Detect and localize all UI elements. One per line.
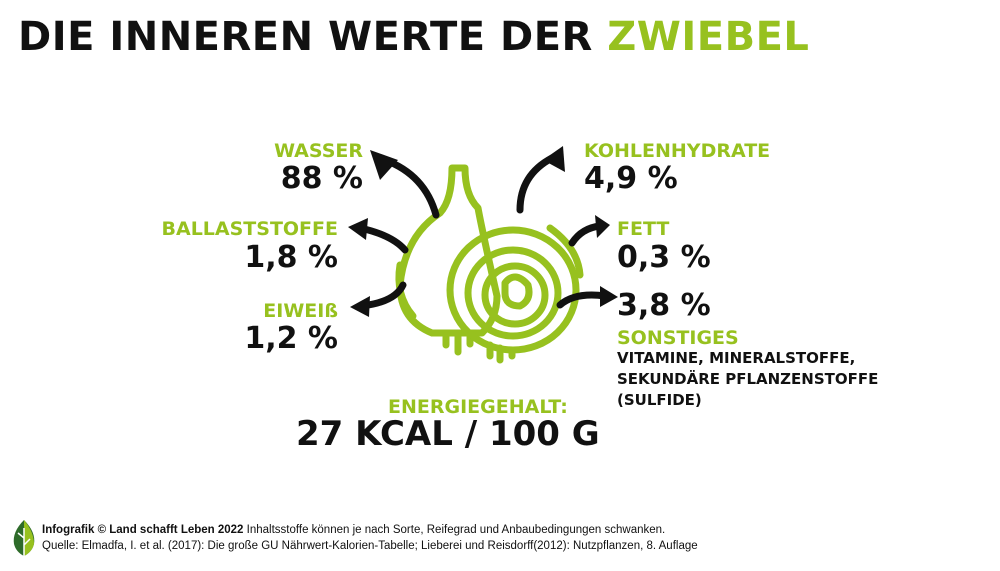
onion-ring-2 [464,246,562,340]
sonstiges-note-line: SEKUNDÄRE PFLANZENSTOFFE [617,370,879,388]
sonstiges-value: 3,8 % [617,288,711,323]
footer-source: Quelle: Elmadfa, I. et al. (2017): Die g… [42,540,698,552]
title-accent: ZWIEBEL [607,14,810,60]
arrowhead [595,215,610,238]
arrowhead [350,296,370,317]
arrow-icon [568,222,604,247]
arrowhead [600,286,618,307]
kohlenhydrate-value: 4,9 % [584,161,678,196]
onion-tip [546,224,584,279]
page-title: DIE INNEREN WERTE DER ZWIEBEL [18,14,809,60]
sonstiges-note: VITAMINE, MINERALSTOFFE, SEKUNDÄRE PFLAN… [617,348,878,411]
sonstiges-note-line: VITAMINE, MINERALSTOFFE, [617,349,856,367]
cut-onion-roots [486,341,516,364]
onion-ring-3 [481,262,549,328]
arrow-icon [516,154,556,214]
eiweiss-value: 1,2 % [244,321,338,356]
eiweiss-label: EIWEIß [263,300,338,322]
footer: Infografik © Land schafft Leben 2022 Inh… [42,522,698,554]
sonstiges-note-line: (SULFIDE) [617,391,702,409]
ballaststoffe-value: 1,8 % [244,240,338,275]
arrowhead [370,150,398,180]
arrowhead [348,218,368,240]
leaf-logo-icon [13,520,35,556]
ballaststoffe-label: BALLASTSTOFFE [161,218,338,240]
arrow-icon [381,156,440,219]
energy-value: 27 KCAL / 100 G [296,414,600,454]
footer-note: Inhaltsstoffe können je nach Sorte, Reif… [243,524,666,536]
wasser-label: WASSER [274,140,363,162]
fett-value: 0,3 % [617,240,711,275]
whole-onion-outline [396,164,501,337]
fett-label: FETT [617,218,670,240]
kohlenhydrate-label: KOHLENHYDRATE [584,140,771,162]
footer-brand: Infografik © Land schafft Leben 2022 [42,524,244,536]
onion-core [501,273,533,310]
sonstiges-label: SONSTIGES [617,327,739,349]
arrow-icon [556,291,609,309]
arrowhead [543,146,565,172]
title-main: DIE INNEREN WERTE DER [18,14,593,60]
wasser-value: 88 % [280,161,363,196]
energy-label: ENERGIEGEHALT: [388,396,568,418]
footer-line-1: Infografik © Land schafft Leben 2022 Inh… [42,522,698,538]
